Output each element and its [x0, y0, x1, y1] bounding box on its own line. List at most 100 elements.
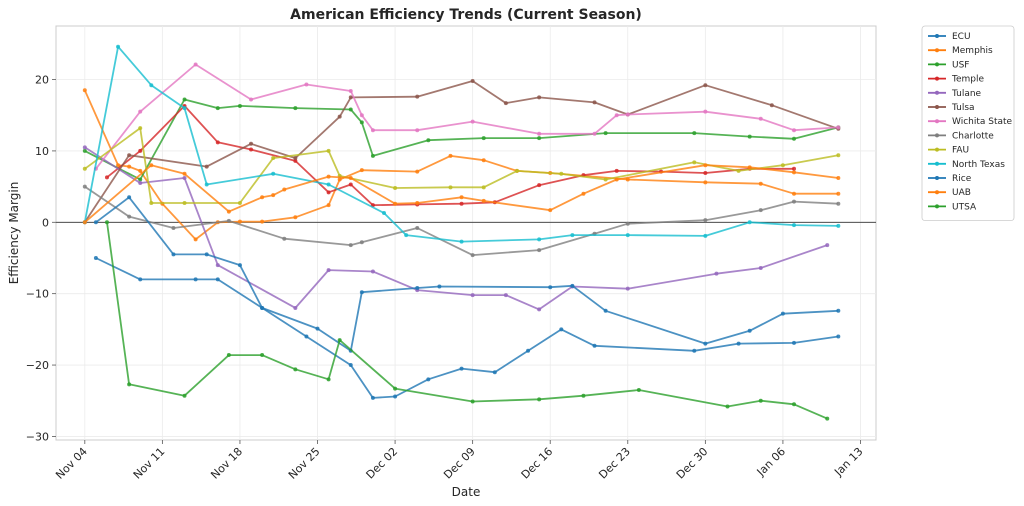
data-point: [780, 163, 785, 168]
data-point: [404, 233, 409, 238]
data-point: [470, 119, 475, 124]
data-point: [725, 404, 730, 409]
data-point: [315, 326, 320, 331]
data-point: [149, 163, 154, 168]
data-point: [393, 186, 398, 191]
data-point: [293, 367, 298, 372]
data-point: [127, 164, 132, 169]
data-point: [82, 220, 87, 225]
series-tulane: [82, 145, 830, 312]
y-tick-label: 10: [35, 145, 49, 158]
data-point: [792, 170, 796, 175]
legend-item: UAB: [928, 188, 971, 198]
data-point: [603, 177, 608, 182]
data-point: [448, 185, 453, 190]
data-point: [359, 290, 364, 295]
data-point: [127, 214, 132, 219]
data-point: [603, 131, 608, 136]
series-wichita-state: [93, 62, 841, 171]
y-tick-label: −10: [26, 288, 49, 301]
legend-item: Temple: [928, 75, 984, 85]
data-point: [326, 148, 331, 153]
legend-marker: [935, 161, 939, 166]
data-point: [348, 363, 353, 368]
data-point: [293, 156, 298, 161]
data-point: [703, 109, 708, 114]
legend-item: USF: [928, 60, 969, 70]
legend-marker: [935, 204, 939, 209]
legend-marker: [935, 62, 939, 67]
data-point: [581, 393, 586, 398]
series-uab: [82, 163, 841, 225]
data-point: [204, 182, 209, 187]
data-point: [703, 180, 708, 185]
data-point: [625, 112, 630, 117]
legend-box: [921, 25, 1015, 222]
data-point: [792, 402, 796, 407]
data-point: [415, 128, 420, 133]
data-point: [138, 277, 143, 282]
data-point: [82, 145, 87, 150]
legend-marker: [935, 105, 939, 109]
data-point: [138, 109, 143, 114]
series-line: [84, 80, 839, 223]
data-point: [769, 103, 774, 108]
data-point: [271, 193, 276, 198]
data-point: [337, 114, 342, 119]
data-point: [736, 341, 741, 346]
data-point: [127, 382, 132, 387]
data-point: [559, 171, 564, 176]
data-point: [393, 386, 398, 391]
data-point: [337, 338, 342, 343]
data-point: [537, 183, 542, 188]
data-point: [138, 177, 143, 182]
data-point: [448, 153, 453, 158]
data-point: [459, 195, 464, 200]
data-point: [780, 311, 785, 316]
data-point: [526, 348, 531, 353]
legend-label: Tulane: [951, 89, 982, 99]
data-point: [570, 283, 575, 288]
data-point: [703, 233, 708, 238]
data-point: [226, 353, 231, 358]
data-point: [481, 158, 486, 163]
data-point: [260, 219, 265, 224]
series-north-texas: [82, 44, 841, 244]
data-point: [93, 220, 98, 225]
data-point: [182, 106, 187, 111]
data-point: [614, 168, 619, 173]
data-point: [271, 156, 276, 161]
data-point: [537, 397, 542, 402]
data-point: [836, 334, 841, 339]
data-point: [792, 136, 796, 141]
data-point: [692, 131, 697, 136]
legend-item: FAU: [928, 146, 969, 156]
legend-item: Charlotte: [928, 131, 994, 141]
data-point: [570, 233, 575, 238]
data-point: [503, 101, 508, 106]
data-point: [537, 248, 542, 253]
data-point: [459, 366, 464, 371]
legend: ECU Memphis USF Temple Tulane Tulsa Wichita St…: [921, 25, 1015, 222]
data-point: [625, 221, 630, 226]
data-point: [138, 181, 143, 186]
data-point: [237, 219, 242, 224]
data-point: [836, 223, 841, 228]
series-line: [95, 63, 839, 170]
data-point: [271, 171, 276, 176]
series-ecu: [93, 255, 841, 400]
data-point: [393, 394, 398, 399]
data-point: [625, 286, 630, 291]
data-point: [481, 136, 486, 141]
data-point: [492, 370, 497, 375]
chart-title: American Efficiency Trends (Current Seas…: [290, 7, 642, 23]
data-point: [747, 328, 752, 333]
legend-item: Tulane: [928, 89, 982, 99]
data-point: [304, 82, 309, 87]
data-point: [215, 140, 220, 145]
data-point: [237, 201, 242, 206]
data-point: [415, 169, 420, 174]
data-point: [249, 147, 254, 152]
data-point: [182, 97, 187, 102]
data-point: [182, 171, 187, 176]
